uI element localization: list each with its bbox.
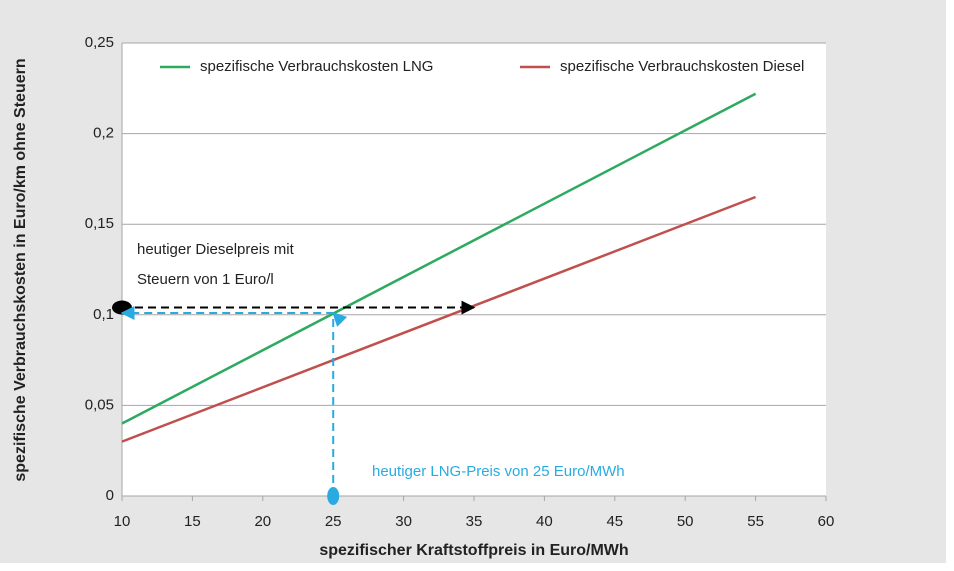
y-tick-label: 0,2 [93,125,114,142]
x-tick-label: 45 [606,513,623,530]
y-tick-label: 0,15 [85,215,114,232]
x-tick-label: 10 [114,513,131,530]
annotation-text: heutiger LNG-Preis von 25 Euro/MWh [372,463,625,480]
y-tick-label: 0,25 [85,34,114,51]
y-tick-label: 0,1 [93,306,114,323]
series-line [121,195,757,443]
annotation-text: Steuern von 1 Euro/l [137,271,274,288]
legend-label: spezifische Verbrauchskosten Diesel [560,58,804,75]
x-tick-label: 15 [184,513,201,530]
x-tick-label: 30 [395,513,412,530]
x-tick-label: 40 [536,513,553,530]
x-tick-label: 60 [818,513,835,530]
annotation-arrow [120,305,348,496]
y-tick-label: 0 [106,487,114,504]
series-line [121,92,757,425]
x-tick-label: 55 [747,513,764,530]
y-axis-label: spezifische Verbrauchskosten in Euro/km … [12,58,29,481]
x-tick-label: 50 [677,513,694,530]
x-tick-label: 25 [325,513,342,530]
x-axis-label: spezifischer Kraftstoffpreis in Euro/MWh [319,542,628,559]
annotation-text: heutiger Dieselpreis mit [137,241,295,258]
y-tick-label: 0,05 [85,396,114,413]
legend-label: spezifische Verbrauchskosten LNG [200,58,433,75]
x-tick-label: 35 [466,513,483,530]
x-tick-label: 20 [254,513,271,530]
annotation-dot [327,487,340,505]
